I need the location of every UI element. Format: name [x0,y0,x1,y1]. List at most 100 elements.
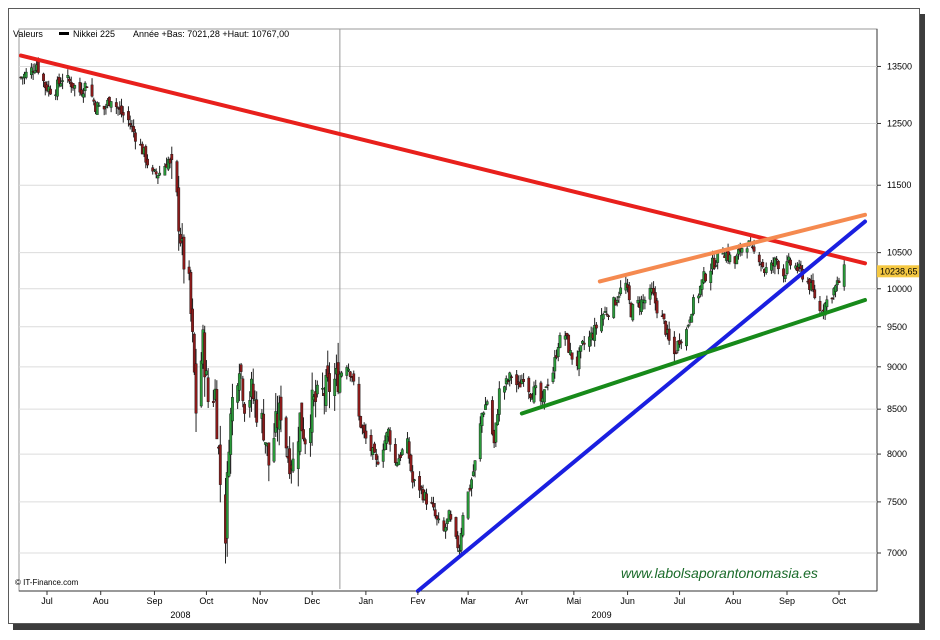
candle-body [284,417,288,449]
candle-body [154,171,158,175]
candle [697,293,701,304]
candle [68,76,71,85]
candle-body [225,472,229,539]
candle-body [515,374,519,386]
candle [333,363,337,411]
candle [761,259,765,269]
plot-area-border [18,28,878,592]
candle-body [369,435,373,452]
candle [813,284,817,300]
candle-body [782,268,785,277]
candle [153,168,156,173]
candle-body [556,347,560,358]
candle-body [458,550,461,552]
candle [168,157,172,169]
legend-series-name: Nikkei 225 [73,29,115,39]
candle-body [534,385,538,389]
candle [66,69,70,83]
candle-body [109,101,113,108]
candle-body [215,389,219,440]
candle-body [567,334,571,353]
candle [385,431,389,451]
candle [582,335,586,351]
candle-body [433,509,437,517]
candle-body [796,266,799,271]
candle [373,441,376,453]
candle [78,77,82,96]
candle [686,323,690,329]
candle-body [191,308,194,332]
candle-body [773,257,777,267]
candle-body [153,169,156,171]
candle [522,373,525,387]
candle [679,339,683,350]
candle-body [309,428,312,443]
candle-body [834,285,837,292]
candle-body [496,414,499,425]
trendline-orange [597,212,867,284]
candle [619,280,623,296]
candle-body [783,275,787,279]
candle [714,260,718,268]
candle [272,423,276,463]
candle-body [787,256,791,261]
candle [432,496,435,511]
candle [296,426,300,487]
candle-body [594,324,598,329]
candle-body [345,367,349,376]
candle-body [418,476,422,491]
candle [345,365,349,380]
candle-body [842,264,846,287]
candle [458,544,461,556]
candle [497,381,501,422]
candle [170,146,174,179]
candle-body [837,280,841,283]
candle [326,350,330,382]
candle [518,375,522,388]
candle [413,478,416,487]
candle-body [740,248,744,253]
candle [433,502,437,519]
candle-body [503,386,506,393]
candle [407,437,411,464]
candle [114,98,118,115]
last-price-marker: 10238,65 [877,265,919,278]
candle-body [551,372,555,382]
candle [567,334,571,354]
candle [553,350,557,379]
candle-body [352,373,356,382]
candle-body [497,388,501,415]
candle-body [435,515,439,520]
candle [698,285,702,298]
x-tick-label: Fev [410,596,426,606]
candle-body [588,336,591,347]
candle-body [579,345,583,352]
candle-body [42,73,45,82]
x-tick-label: Sep [779,596,795,606]
candle [617,291,621,304]
candle-body [506,380,510,382]
candle [419,485,423,495]
candle [156,175,160,184]
y-tick-label: 9500 [887,322,907,332]
candle-body [182,236,186,270]
candle-body [430,502,434,504]
candle-body [315,384,319,395]
candle [61,73,64,90]
trendline-blue [415,219,867,593]
candle-body [272,438,276,462]
year-label: 2009 [592,610,612,620]
candle [263,442,267,454]
candle [49,85,52,95]
candle-body [615,300,619,303]
candle [85,86,89,88]
legend: Valeurs Nikkei 225 Année +Bas: 7021,28 +… [13,29,289,39]
candle-body [189,271,193,314]
candle [175,159,179,197]
candle-body [251,383,255,400]
candle [116,106,120,116]
candle-body [227,451,231,477]
candle [480,412,484,433]
candle-body [57,76,61,85]
candle-body [296,441,300,469]
